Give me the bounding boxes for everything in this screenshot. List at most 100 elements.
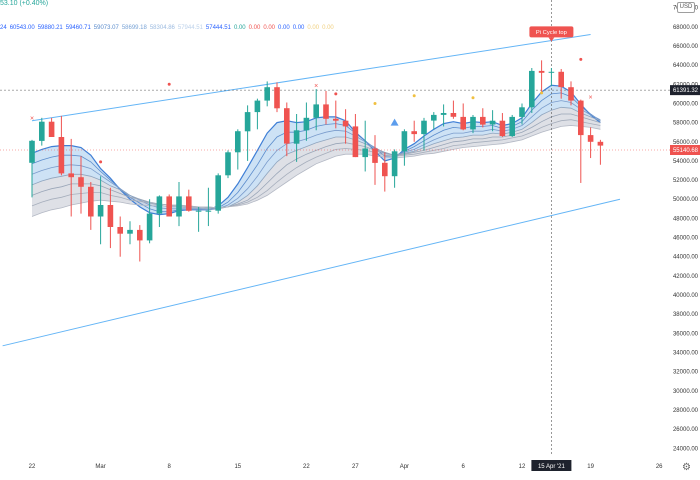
y-axis-tick-label: 36000.00 [673,331,699,337]
candle-body[interactable] [558,71,564,88]
candle-body[interactable] [450,113,457,117]
candle-body[interactable] [509,116,515,137]
candle-body[interactable] [97,205,104,217]
candle-body[interactable] [499,120,506,136]
ma-value: 57444.51 [205,25,231,31]
candle-body[interactable] [382,162,388,177]
candle-body[interactable] [352,126,359,158]
candle-body[interactable] [39,121,45,141]
y-axis-tick-label: 30000.00 [673,389,699,395]
candle-body[interactable] [146,213,153,241]
channel-upper-line[interactable] [31,33,591,122]
candle-body[interactable] [117,227,123,234]
candle-body[interactable] [578,100,584,136]
candle-body[interactable] [489,120,496,125]
ma-value: 59880.21 [37,25,63,31]
x-axis-tick-label: 22 [303,464,310,470]
candle-body[interactable] [205,210,212,212]
candle-body[interactable] [411,131,417,135]
candle-body[interactable] [284,108,290,144]
y-axis-tick-label: 66000.00 [673,44,699,50]
ribbon-line [31,106,601,210]
pi-cycle-top-pointer [548,37,555,42]
candle-body[interactable] [333,118,339,121]
candle-body[interactable] [587,135,594,142]
candle-body[interactable] [29,140,35,163]
pi-cycle-top-label[interactable] [529,26,574,38]
signal-dot-marker [99,160,103,164]
candle-body[interactable] [137,229,143,241]
candle-body[interactable] [156,196,163,214]
x-axis-tick-label: 12 [519,464,526,470]
candle-body[interactable] [597,141,604,146]
x-axis-tick-label: 27 [352,464,359,470]
y-axis-tick-label: 26000.00 [673,427,699,433]
y-axis-tick-label: 60000.00 [673,101,699,107]
candle-body[interactable] [303,117,310,131]
candle-body[interactable] [264,87,270,101]
candle-body[interactable] [323,104,329,119]
candle-body[interactable] [431,114,437,121]
candle-body[interactable] [372,148,378,163]
candle-body[interactable] [568,87,574,101]
candle-body[interactable] [78,177,84,187]
candle-body[interactable] [48,121,55,137]
ma-value: 59073.07 [93,25,119,31]
y-axis-tick-label: 38000.00 [673,312,699,318]
candle-body[interactable] [401,131,408,152]
candle-body[interactable] [274,87,280,109]
candle-body[interactable] [548,71,555,73]
candle-body[interactable] [440,113,447,115]
ma-value: 0.00 [248,25,261,31]
candle-body[interactable] [538,70,545,73]
crosshair-date-text: 15 Apr '21 [538,464,565,470]
candle-body[interactable] [460,116,466,130]
ma-value: 0.00 [322,25,334,31]
candle-body[interactable] [342,120,349,127]
x-axis-tick-label: Apr [400,464,409,470]
candle-body[interactable] [391,151,398,177]
y-axis-tick-label: 50000.00 [673,197,699,203]
candle-body[interactable] [362,148,368,158]
candle-body[interactable] [107,205,114,227]
signal-dot-marker [579,57,583,61]
candle-body[interactable] [480,116,486,125]
candle-body[interactable] [166,196,172,217]
candle-body[interactable] [176,196,182,217]
ribbon-line [31,125,601,217]
ma-value: 60543.00 [9,25,35,31]
candle-body[interactable] [529,70,535,108]
candle-body[interactable] [68,173,74,178]
price-axis-badge-text: 61391.32 [673,88,699,94]
candle-body[interactable] [254,100,261,113]
candle-body[interactable] [225,152,231,176]
x-axis-tick-label: 6 [462,464,466,470]
candle-body[interactable] [195,210,202,212]
ma-value: 59460.71 [65,25,91,31]
x-axis-tick-label: Mar [95,464,105,470]
candle-body[interactable] [127,229,133,234]
y-axis-tick-label: 28000.00 [673,408,699,414]
candle-body[interactable] [313,104,319,118]
candle-body[interactable] [244,112,251,132]
candle-body[interactable] [519,107,525,117]
candle-body[interactable] [58,137,65,174]
candle-body[interactable] [470,116,476,130]
candle-body[interactable] [186,196,192,211]
candle-body[interactable] [88,186,94,217]
currency-badge[interactable]: USD [677,2,695,13]
candle-body[interactable] [215,175,221,211]
gear-icon[interactable]: ⚙ [682,462,691,473]
signal-x-marker: × [30,116,34,123]
candle-body[interactable] [235,131,241,153]
candle-body[interactable] [421,120,427,135]
plot-area[interactable]: × × × [0,0,670,455]
x-axis-tick-label: 15 [234,464,241,470]
ma-value: 0.00 [233,25,246,31]
y-axis-tick-label: 42000.00 [673,274,699,280]
signal-triangle-marker [390,118,399,126]
channel-lower-line[interactable] [2,198,621,347]
candle-body[interactable] [293,130,300,144]
